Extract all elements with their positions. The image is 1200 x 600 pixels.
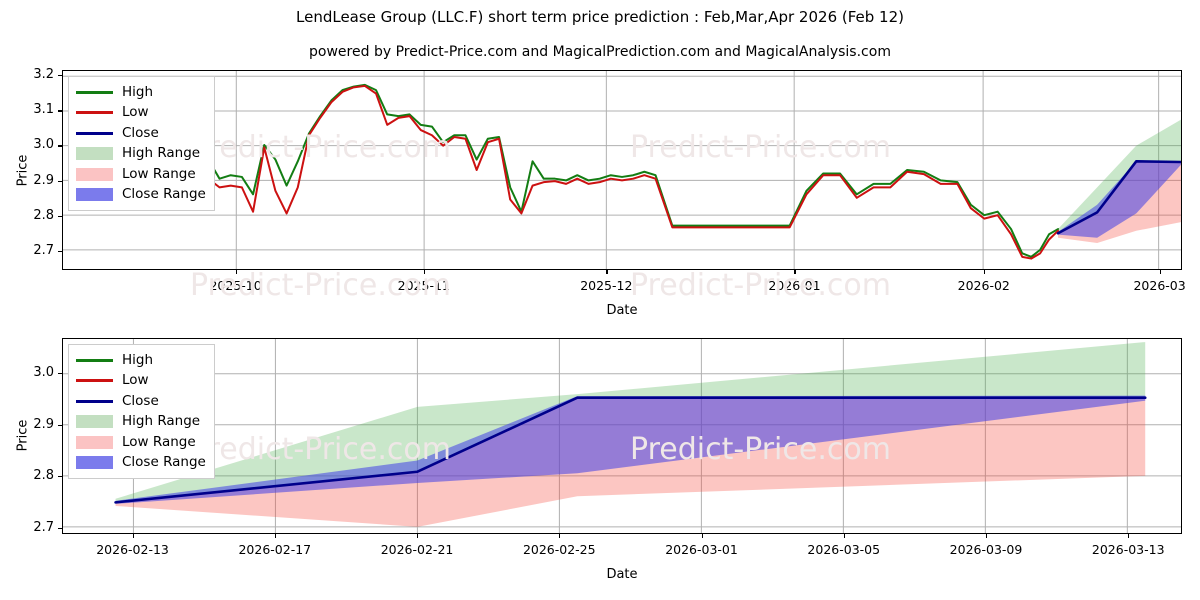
legend-label: Close Range: [122, 454, 206, 470]
x-tick-mark: [423, 270, 425, 274]
legend-swatch-low-icon: [76, 111, 113, 115]
legend-swatch-close-range-icon: [76, 456, 113, 470]
legend-label: Low: [122, 104, 149, 120]
y-tick-label: 3.1: [33, 102, 54, 118]
x-tick-label: 2026-02: [957, 278, 1010, 293]
legend-item-close-range: Close Range: [76, 453, 206, 474]
legend-item-high-range: High Range: [76, 412, 206, 433]
legend-swatch-close-range-icon: [76, 188, 113, 202]
x-tick-mark: [983, 270, 985, 274]
x-tick-label: 2025-10: [209, 278, 262, 293]
x-tick-mark: [606, 270, 608, 274]
legend-item-low: Low: [76, 103, 206, 124]
y-tick-mark: [58, 250, 62, 252]
legend-swatch-high-icon: [76, 90, 113, 94]
y-tick-label: 2.7: [33, 242, 54, 258]
y-tick-mark: [58, 180, 62, 182]
legend-item-high-range: High Range: [76, 144, 206, 165]
x-tick-label: 2026-01: [768, 278, 821, 293]
x-tick-mark: [559, 534, 561, 538]
legend-label: Close Range: [122, 186, 206, 202]
x-tick-label: 2026-02-21: [380, 542, 454, 557]
legend-swatch-close-icon: [76, 399, 113, 403]
x-tick-label: 2026-03-09: [949, 542, 1023, 557]
y-tick-mark: [58, 145, 62, 147]
legend-label: Low Range: [122, 433, 196, 450]
x-tick-mark: [1128, 534, 1130, 538]
y-tick-label: 3.0: [33, 137, 54, 153]
legend-item-high: High: [76, 350, 206, 371]
y-tick-mark: [58, 215, 62, 217]
legend-label: Low Range: [122, 165, 196, 182]
legend-label: High Range: [122, 145, 201, 161]
y-tick-label: 2.7: [33, 519, 54, 535]
y-tick-label: 2.9: [33, 416, 54, 432]
legend-swatch-high-range-icon: [76, 147, 113, 161]
legend-swatch-low-range-icon: [76, 167, 113, 181]
bottom-chart-plot-area: [62, 338, 1182, 534]
top-chart-x-axis-label: Date: [606, 303, 638, 318]
x-tick-label: 2025-12: [580, 278, 633, 293]
y-tick-label: 2.8: [33, 468, 54, 484]
legend-item-low-range: Low Range: [76, 432, 206, 453]
top-chart-plot-area: [62, 70, 1182, 270]
x-tick-label: 2026-03: [1133, 278, 1186, 293]
legend-item-low: Low: [76, 371, 206, 392]
legend-item-close-range: Close Range: [76, 185, 206, 206]
top-chart-canvas: [63, 71, 1181, 269]
x-tick-mark: [417, 534, 419, 538]
x-tick-mark: [843, 534, 845, 538]
page-title: LendLease Group (LLC.F) short term price…: [296, 8, 904, 26]
legend-item-low-range: Low Range: [76, 164, 206, 185]
y-tick-mark: [58, 373, 62, 375]
legend-swatch-low-icon: [76, 379, 113, 383]
legend-label: High: [122, 351, 154, 368]
x-tick-label: 2026-03-13: [1091, 542, 1165, 557]
x-tick-label: 2026-02-17: [238, 542, 312, 557]
x-tick-mark: [794, 270, 796, 274]
y-tick-mark: [58, 527, 62, 529]
y-tick-mark: [58, 110, 62, 112]
legend-item-high: High: [76, 82, 206, 103]
x-tick-label: 2026-02-25: [522, 542, 596, 557]
y-tick-label: 2.9: [33, 172, 54, 188]
x-tick-mark: [235, 270, 237, 274]
y-tick-label: 3.2: [33, 67, 54, 83]
legend-item-close: Close: [76, 391, 206, 412]
y-tick-label: 3.0: [33, 365, 54, 381]
x-tick-mark: [1159, 270, 1161, 274]
bottom-chart-y-axis-label: Price: [15, 419, 31, 452]
x-tick-label: 2026-03-05: [807, 542, 881, 557]
legend-swatch-close-icon: [76, 131, 113, 135]
bottom-chart-canvas: [63, 339, 1181, 533]
legend-swatch-high-range-icon: [76, 415, 113, 429]
bottom-chart-legend: High Low Close High Range Low Range Close Ran…: [68, 344, 215, 479]
legend-swatch-high-icon: [76, 358, 113, 362]
x-tick-label: 2026-03-01: [665, 542, 738, 557]
legend-label: Close: [122, 124, 159, 141]
page-subtitle: powered by Predict-Price.com and Magical…: [309, 44, 891, 60]
legend-label: Low: [122, 372, 149, 388]
bottom-chart-x-axis-label: Date: [606, 567, 638, 582]
x-tick-label: 2026-02-13: [96, 542, 169, 557]
y-tick-mark: [58, 476, 62, 478]
x-tick-mark: [986, 534, 988, 538]
legend-label: High: [122, 83, 154, 100]
legend-swatch-low-range-icon: [76, 435, 113, 449]
legend-label: High Range: [122, 413, 201, 429]
legend-item-close: Close: [76, 123, 206, 144]
x-tick-mark: [132, 534, 134, 538]
legend-label: Close: [122, 392, 159, 409]
y-tick-label: 2.8: [33, 207, 54, 223]
x-tick-mark: [701, 534, 703, 538]
y-tick-mark: [58, 75, 62, 77]
x-tick-label: 2025-11: [397, 278, 450, 293]
x-tick-mark: [274, 534, 276, 538]
watermark-top-right-2: Predict-Price.com: [630, 268, 891, 303]
y-tick-mark: [58, 424, 62, 426]
top-chart-legend: High Low Close High Range Low Range Close Ran…: [68, 76, 215, 211]
